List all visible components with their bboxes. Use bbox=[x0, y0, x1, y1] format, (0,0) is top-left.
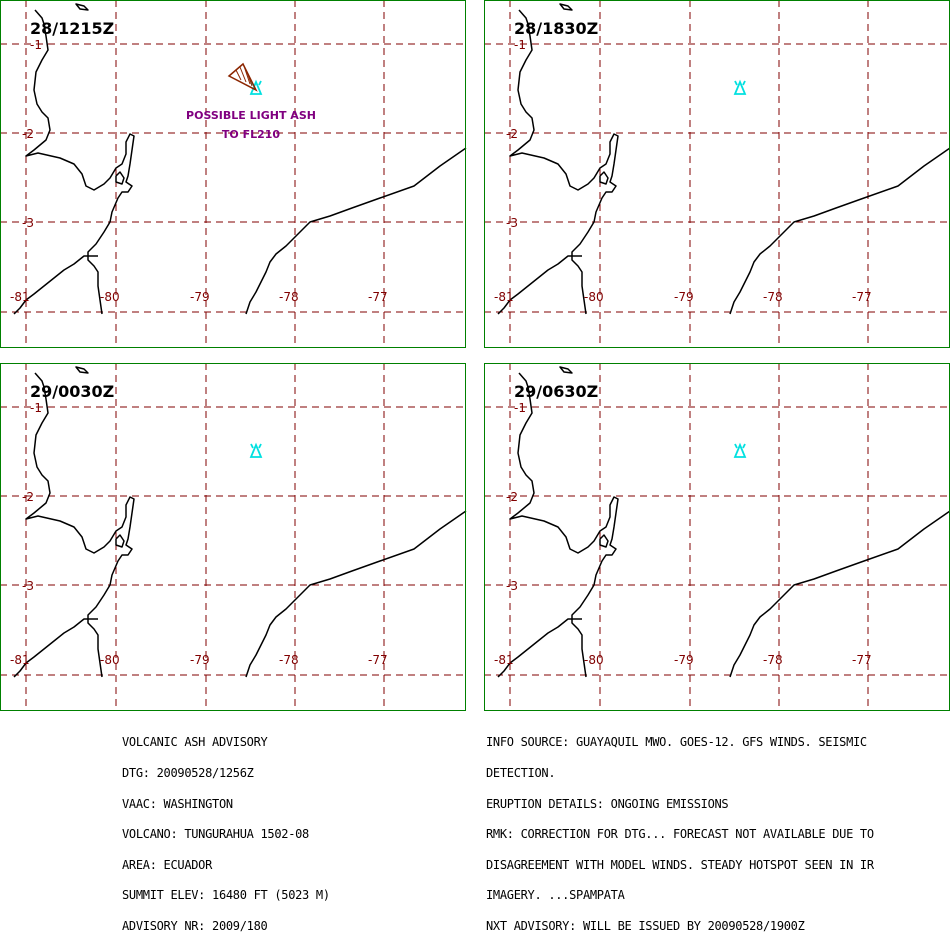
graticule bbox=[484, 363, 950, 711]
longitude-labels: -81 -80 -79 -78 -77 bbox=[10, 290, 388, 304]
advisory-line: VOLCANO: TUNGURAHUA 1502-08 bbox=[122, 827, 309, 842]
lat-label: -3 bbox=[22, 216, 34, 230]
advisory-line: DISAGREEMENT WITH MODEL WINDS. STEADY HO… bbox=[486, 857, 874, 872]
ash-hatch bbox=[246, 71, 253, 87]
advisory-line: SUMMIT ELEV: 16480 FT (5023 M) bbox=[122, 888, 330, 903]
lat-label: -1 bbox=[514, 401, 526, 415]
advisory-line: IMAGERY. ...SPAMPATA bbox=[486, 888, 625, 903]
lon-label: -77 bbox=[368, 653, 388, 667]
map-svg: -1 -2 -3 -81 -80 -79 -78 -77 28/1830Z bbox=[484, 0, 950, 348]
latitude-labels: -1 -2 -3 bbox=[506, 401, 526, 593]
coastline bbox=[13, 3, 467, 315]
advisory-line: INFO SOURCE: GUAYAQUIL MWO. GOES-12. GFS… bbox=[486, 735, 867, 750]
advisory-right: INFO SOURCE: GUAYAQUIL MWO. GOES-12. GFS… bbox=[486, 717, 874, 941]
latitude-labels: -1 -2 -3 bbox=[506, 38, 526, 230]
advisory-line: ADVISORY NR: 2009/180 bbox=[122, 918, 268, 933]
lon-label: -79 bbox=[674, 653, 694, 667]
lon-label: -80 bbox=[584, 653, 604, 667]
panel-border bbox=[484, 363, 950, 711]
map-svg: -1 -2 -3 -81 -80 -79 -78 -77 28/1215Z PO… bbox=[0, 0, 467, 348]
advisory-line: NXT ADVISORY: WILL BE ISSUED BY 20090528… bbox=[486, 918, 805, 933]
advisory-line: DETECTION. bbox=[486, 766, 556, 780]
ash-cloud: POSSIBLE LIGHT ASH TO FL210 bbox=[186, 62, 316, 141]
advisory-left: VOLCANIC ASH ADVISORY DTG: 20090528/1256… bbox=[122, 717, 330, 941]
lon-label: -78 bbox=[279, 290, 299, 304]
panel-border bbox=[0, 0, 466, 348]
lon-label: -81 bbox=[10, 290, 30, 304]
lon-label: -80 bbox=[584, 290, 604, 304]
map-panel-4: -1 -2 -3 -81 -80 -79 -78 -77 29/0630Z bbox=[484, 363, 950, 711]
lon-label: -79 bbox=[674, 290, 694, 304]
lon-label: -80 bbox=[100, 653, 120, 667]
lon-label: -78 bbox=[279, 653, 299, 667]
graticule bbox=[0, 0, 466, 348]
ash-label-line1: POSSIBLE LIGHT ASH bbox=[186, 109, 316, 122]
lat-label: -3 bbox=[506, 579, 518, 593]
longitude-labels: -81 -80 -79 -78 -77 bbox=[494, 653, 872, 667]
forecast-time: 29/0630Z bbox=[514, 382, 598, 401]
lon-label: -81 bbox=[10, 653, 30, 667]
latitude-labels: -1 -2 -3 bbox=[22, 38, 42, 230]
coastline bbox=[497, 3, 950, 315]
volcano-icon bbox=[249, 442, 263, 458]
advisory-line: VOLCANIC ASH ADVISORY bbox=[122, 735, 268, 750]
advisory-line: DTG: 20090528/1256Z bbox=[122, 766, 254, 780]
lon-label: -78 bbox=[763, 290, 783, 304]
lon-label: -78 bbox=[763, 653, 783, 667]
lat-label: -1 bbox=[30, 38, 42, 52]
ash-area-outline bbox=[227, 62, 258, 92]
panel-border bbox=[0, 363, 466, 711]
forecast-time: 28/1215Z bbox=[30, 19, 114, 38]
lon-label: -77 bbox=[852, 653, 872, 667]
lat-label: -1 bbox=[30, 401, 42, 415]
lat-label: -2 bbox=[506, 490, 518, 504]
advisory-line: ERUPTION DETAILS: ONGOING EMISSIONS bbox=[486, 796, 729, 811]
map-svg: -1 -2 -3 -81 -80 -79 -78 -77 29/0630Z bbox=[484, 363, 950, 711]
map-panel-2: -1 -2 -3 -81 -80 -79 -78 -77 28/1830Z bbox=[484, 0, 950, 348]
forecast-time: 28/1830Z bbox=[514, 19, 598, 38]
advisory-line: VAAC: WASHINGTON bbox=[122, 796, 233, 811]
lat-label: -1 bbox=[514, 38, 526, 52]
longitude-labels: -81 -80 -79 -78 -77 bbox=[10, 653, 388, 667]
lon-label: -77 bbox=[852, 290, 872, 304]
advisory-line: RMK: CORRECTION FOR DTG... FORECAST NOT … bbox=[486, 827, 874, 842]
lat-label: -2 bbox=[22, 127, 34, 141]
map-panel-1: -1 -2 -3 -81 -80 -79 -78 -77 28/1215Z PO… bbox=[0, 0, 467, 348]
advisory-line: AREA: ECUADOR bbox=[122, 857, 213, 872]
latitude-labels: -1 -2 -3 bbox=[22, 401, 42, 593]
lon-label: -79 bbox=[190, 653, 210, 667]
panel-border bbox=[484, 0, 950, 348]
volcano-icon bbox=[733, 442, 747, 458]
coastline bbox=[13, 366, 467, 678]
forecast-time: 29/0030Z bbox=[30, 382, 114, 401]
map-svg: -1 -2 -3 -81 -80 -79 -78 -77 29/0030Z bbox=[0, 363, 467, 711]
lon-label: -77 bbox=[368, 290, 388, 304]
longitude-labels: -81 -80 -79 -78 -77 bbox=[494, 290, 872, 304]
lon-label: -80 bbox=[100, 290, 120, 304]
ash-label-line2: TO FL210 bbox=[222, 128, 281, 141]
ash-hatch bbox=[239, 66, 247, 83]
lat-label: -3 bbox=[22, 579, 34, 593]
lat-label: -2 bbox=[22, 490, 34, 504]
ash-hatch bbox=[243, 65, 251, 85]
coastline bbox=[497, 366, 950, 678]
ash-hatch bbox=[235, 69, 242, 81]
lat-label: -2 bbox=[506, 127, 518, 141]
graticule bbox=[0, 363, 466, 711]
lon-label: -79 bbox=[190, 290, 210, 304]
graticule bbox=[484, 0, 950, 348]
lon-label: -81 bbox=[494, 290, 514, 304]
lon-label: -81 bbox=[494, 653, 514, 667]
lat-label: -3 bbox=[506, 216, 518, 230]
map-panel-3: -1 -2 -3 -81 -80 -79 -78 -77 29/0030Z bbox=[0, 363, 467, 711]
volcano-icon bbox=[733, 79, 747, 95]
